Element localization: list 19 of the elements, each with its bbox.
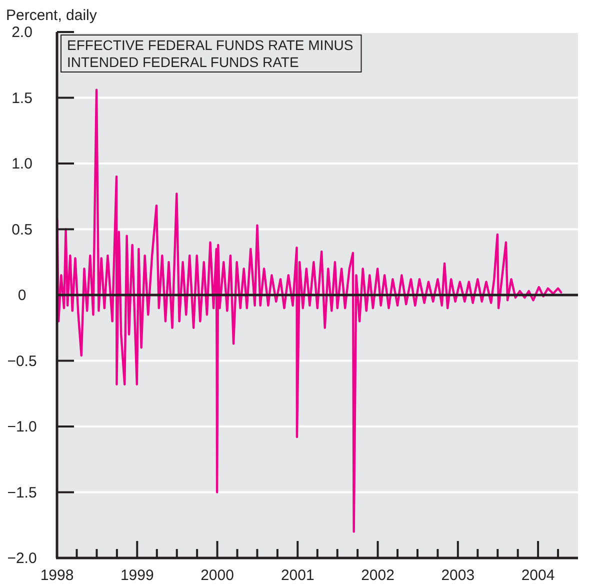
x-tick-label: 2002	[361, 567, 394, 584]
y-tick-label: −0.5	[7, 352, 37, 370]
x-tick-label: 2000	[200, 567, 234, 584]
y-axis-title: Percent, daily	[6, 7, 98, 24]
y-tick-label: −1.5	[7, 484, 37, 502]
x-tick-label: 2001	[280, 567, 314, 584]
y-tick-label: −2.0	[7, 550, 37, 567]
y-tick-label: 0.5	[12, 221, 32, 238]
x-tick-label: 1999	[120, 567, 154, 584]
x-tick-label: 1998	[40, 567, 74, 584]
y-tick-label: 1.0	[12, 156, 32, 172]
line-series	[56, 88, 562, 533]
y-tick-label: 1.5	[12, 90, 32, 107]
y-tick-label: 0	[18, 287, 26, 304]
y-tick-label: −1.0	[7, 418, 37, 436]
y-tick-label: 2.0	[12, 24, 32, 41]
x-tick-label: 2004	[521, 567, 555, 584]
x-tick-label: 2003	[441, 567, 475, 584]
text: EFFECTIVE FEDERAL FUNDS RATE MINUS INTENDED FEDERAL FUNDS RATE	[67, 37, 354, 70]
